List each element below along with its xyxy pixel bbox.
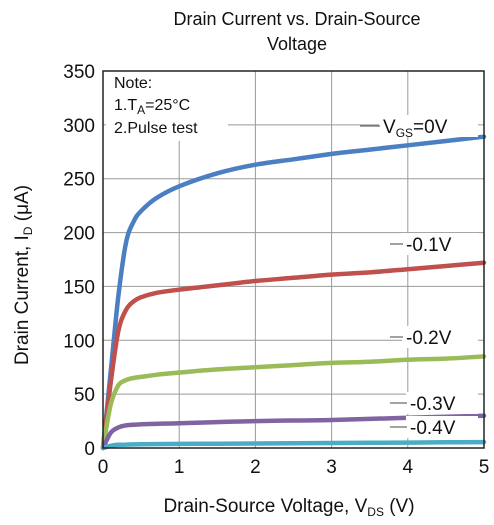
x-axis-label-sub: DS: [367, 505, 384, 519]
y-tick-label-100: 100: [63, 331, 95, 352]
x-tick-label-0: 0: [98, 457, 109, 478]
note-line1-prefix: 1.T: [114, 97, 137, 114]
y-axis-label-unit: (μA): [12, 185, 33, 227]
y-tick-label-200: 200: [63, 224, 95, 245]
x-tick-label-2: 2: [250, 457, 261, 478]
y-tick-label-350: 350: [63, 62, 95, 83]
series-line-1: [100, 260, 487, 451]
y-axis-label: Drain Current, ID (μA): [12, 185, 35, 365]
curve-labels: VGS=0V -0.1V -0.2V -0.3V -0.4V: [360, 115, 478, 439]
series-line-3: [100, 413, 487, 451]
x-tick-label-3: 3: [326, 457, 337, 478]
curve-label-0: VGS=0V: [383, 117, 448, 140]
curve-label-suffix-0: =0V: [413, 117, 448, 138]
curves: [100, 134, 487, 451]
y-tick-label-150: 150: [63, 277, 95, 298]
series-line-2: [100, 354, 487, 451]
curve-label-sub-0: GS: [396, 126, 413, 140]
chart-title-line1: Drain Current vs. Drain-Source: [173, 9, 420, 29]
y-axis-label-main: Drain Current, I: [12, 235, 33, 365]
curve-label-bg-1: [402, 233, 478, 255]
plot-frame: [102, 70, 485, 449]
y-tick-label-300: 300: [63, 116, 95, 137]
curve-label-main-0: V: [383, 117, 396, 138]
x-tick-label-5: 5: [479, 457, 490, 478]
note-heading: Note:: [114, 75, 152, 92]
note-line1: 1.TA=25°C: [114, 97, 190, 117]
series-line-0: [100, 134, 487, 451]
curve-label-bg-2: [402, 326, 478, 348]
curve-label-bg-4: [406, 416, 478, 438]
curve-label-bg-3: [406, 392, 478, 414]
curve-label-3: -0.3V: [410, 394, 456, 415]
x-axis-label: Drain-Source Voltage, VDS (V): [163, 496, 414, 519]
note-background: [106, 71, 228, 141]
y-tick-label-50: 50: [74, 385, 95, 406]
note-line1-sub: A: [137, 103, 145, 117]
series-line-4: [100, 439, 487, 451]
x-tick-label-1: 1: [174, 457, 185, 478]
x-axis-label-unit: (V): [384, 496, 415, 517]
curve-label-bg-0: [379, 115, 478, 137]
y-axis-label-sub: D: [21, 226, 35, 235]
chart-title-line2: Voltage: [267, 34, 327, 54]
curve-label-1: -0.1V: [406, 235, 452, 256]
curve-label-2: -0.2V: [406, 328, 452, 349]
x-tick-label-4: 4: [403, 457, 414, 478]
note-box: Note: 1.TA=25°C 2.Pulse test: [106, 71, 228, 141]
x-axis-label-main: Drain-Source Voltage, V: [163, 496, 367, 517]
y-tick-label-250: 250: [63, 170, 95, 191]
note-line2: 2.Pulse test: [114, 120, 198, 137]
curve-label-4: -0.4V: [410, 418, 456, 439]
note-line1-suffix: =25°C: [145, 97, 190, 114]
y-tick-label-0: 0: [84, 439, 95, 460]
